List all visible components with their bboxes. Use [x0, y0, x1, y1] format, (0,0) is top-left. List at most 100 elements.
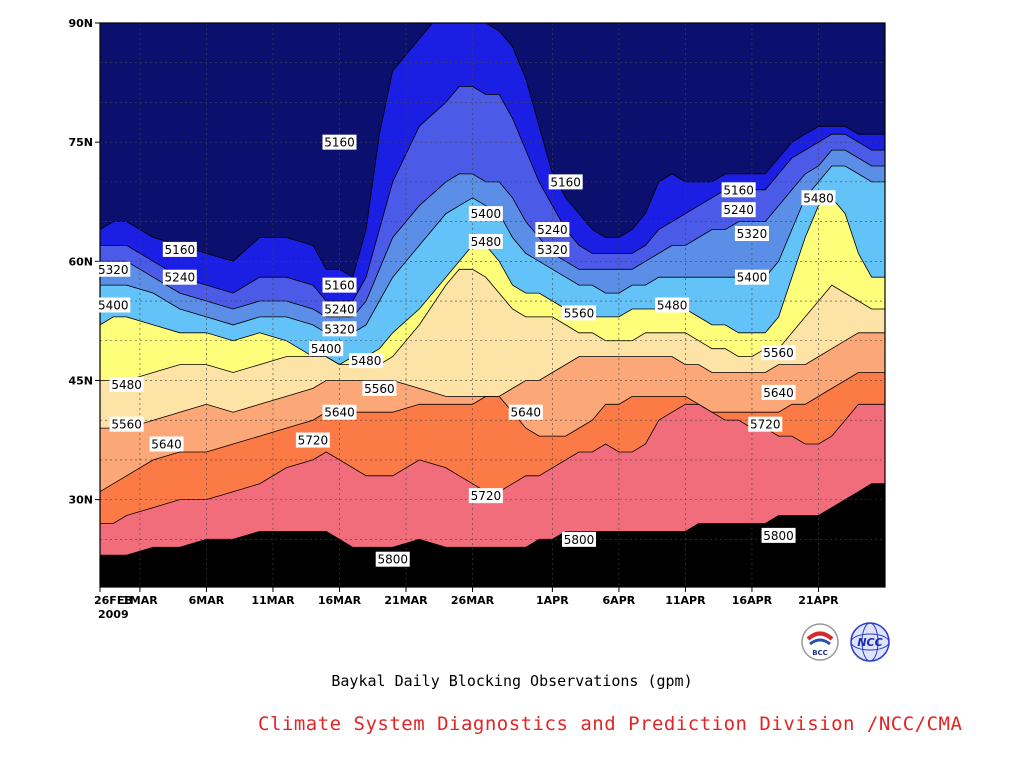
contour-label-text: 5480	[471, 235, 502, 249]
contour-label: 5160	[721, 182, 756, 198]
contour-label: 5320	[96, 261, 131, 277]
contour-label-text: 5800	[564, 533, 595, 547]
contour-line	[100, 332, 885, 429]
contour-label-text: 5640	[324, 406, 355, 420]
contour-label-box	[508, 404, 543, 420]
contour-label-box	[535, 222, 570, 238]
x-tick-label: 26FEB	[94, 594, 133, 607]
contour-labels: 5160 5160 5160 5160 5160 5240 5240 5240 5240 5320…	[96, 134, 836, 567]
contour-label-text: 5160	[550, 175, 581, 189]
contour-label: 5160	[322, 277, 357, 293]
credit-line: Climate System Diagnostics and Predictio…	[258, 713, 963, 735]
contour-label-box	[322, 134, 357, 150]
contour-label-box	[468, 206, 503, 222]
contour-label-box	[309, 341, 344, 357]
x-tick-label: 16MAR	[318, 594, 362, 607]
contour-label: 5640	[149, 436, 184, 452]
y-tick-label: 90N	[68, 17, 93, 30]
contour-label: 5560	[561, 305, 596, 321]
contour-label-text: 5320	[737, 227, 768, 241]
x-tick-label: 6APR	[603, 594, 636, 607]
contour-line	[100, 86, 885, 302]
x-tick-label: 16APR	[732, 594, 773, 607]
contour-label-text: 5640	[510, 406, 541, 420]
organization-logos: BCC NCC	[800, 622, 896, 664]
contour-label: 5640	[761, 384, 796, 400]
y-tick-label: 45N	[68, 374, 93, 387]
contour-label: 5400	[309, 341, 344, 357]
contour-label-text: 5720	[471, 489, 502, 503]
x-tick-label: 21APR	[798, 594, 839, 607]
contour-label-text: 5160	[324, 279, 355, 293]
x-year-label: 2009	[98, 608, 129, 621]
contour-label-text: 5400	[471, 207, 502, 221]
x-tick-label: 26MAR	[451, 594, 495, 607]
contour-label-text: 5640	[763, 386, 794, 400]
contour-label-text: 5560	[111, 418, 142, 432]
contour-label: 5240	[322, 301, 357, 317]
contour-label-box	[721, 202, 756, 218]
contour-label-box	[535, 241, 570, 257]
contour-label-box	[96, 297, 131, 313]
contour-label-box	[734, 226, 769, 242]
contour-label: 5160	[548, 174, 583, 190]
contour-label-text: 5240	[723, 203, 754, 217]
y-tick-label: 60N	[68, 255, 93, 268]
contour-line	[99, 197, 885, 366]
contour-label-text: 5480	[111, 378, 142, 392]
band-fill	[100, 483, 885, 587]
contour-label-box	[748, 416, 783, 432]
contour-label-box	[468, 488, 503, 504]
contour-label: 5480	[801, 190, 836, 206]
contour-label-box	[322, 321, 357, 337]
contour-label: 5480	[655, 297, 690, 313]
contour-label: 5320	[734, 226, 769, 242]
contour-label: 5720	[748, 416, 783, 432]
contour-label-box	[548, 174, 583, 190]
contour-label-box	[349, 353, 384, 369]
contour-label-text: 5800	[763, 529, 794, 543]
contour-label-text: 5480	[657, 299, 688, 313]
contour-label: 5800	[561, 531, 596, 547]
contour-label-text: 5320	[537, 243, 568, 257]
bcc-logo: BCC	[801, 623, 839, 661]
contour-label-text: 5480	[803, 191, 834, 205]
x-tick-label: 6MAR	[189, 594, 225, 607]
contour-line	[100, 403, 885, 524]
contour-label: 5560	[109, 416, 144, 432]
x-tick-label: 1APR	[536, 594, 569, 607]
contour-label-text: 5720	[750, 418, 781, 432]
chart-title: Baykal Daily Blocking Observations (gpm)	[331, 672, 693, 690]
contour-label-text: 5240	[324, 302, 355, 316]
bcc-logo-text: BCC	[812, 649, 828, 657]
contour-label-box	[561, 305, 596, 321]
x-tick-label: 21MAR	[384, 594, 428, 607]
contour-label: 5320	[535, 241, 570, 257]
contour-label-box	[734, 269, 769, 285]
y-tick-label: 30N	[68, 494, 93, 507]
contour-label: 5640	[508, 404, 543, 420]
contour-label-box	[375, 551, 410, 567]
contour-label: 5640	[322, 404, 357, 420]
contour-label-text: 5640	[151, 438, 182, 452]
contour-label: 5480	[468, 233, 503, 249]
contour-label: 5240	[535, 222, 570, 238]
contour-label-box	[322, 404, 357, 420]
ncc-logo-text: NCC	[857, 636, 882, 649]
contour-label: 5560	[362, 380, 397, 396]
contour-label-box	[721, 182, 756, 198]
contour-label-box	[362, 380, 397, 396]
contour-label-text: 5320	[324, 322, 355, 336]
contour-label-text: 5400	[311, 342, 342, 356]
contour-label-text: 5800	[377, 553, 408, 567]
contour-label-box	[655, 297, 690, 313]
contour-label-text: 5560	[763, 346, 794, 360]
contour-label-box	[295, 432, 330, 448]
contour-line	[99, 372, 885, 493]
contour-label: 5400	[734, 269, 769, 285]
contour-label: 5480	[109, 376, 144, 392]
contour-label-box	[109, 376, 144, 392]
contour-label-text: 5160	[324, 136, 355, 150]
contour-label: 5160	[162, 241, 197, 257]
contour-label-text: 5560	[564, 306, 595, 320]
